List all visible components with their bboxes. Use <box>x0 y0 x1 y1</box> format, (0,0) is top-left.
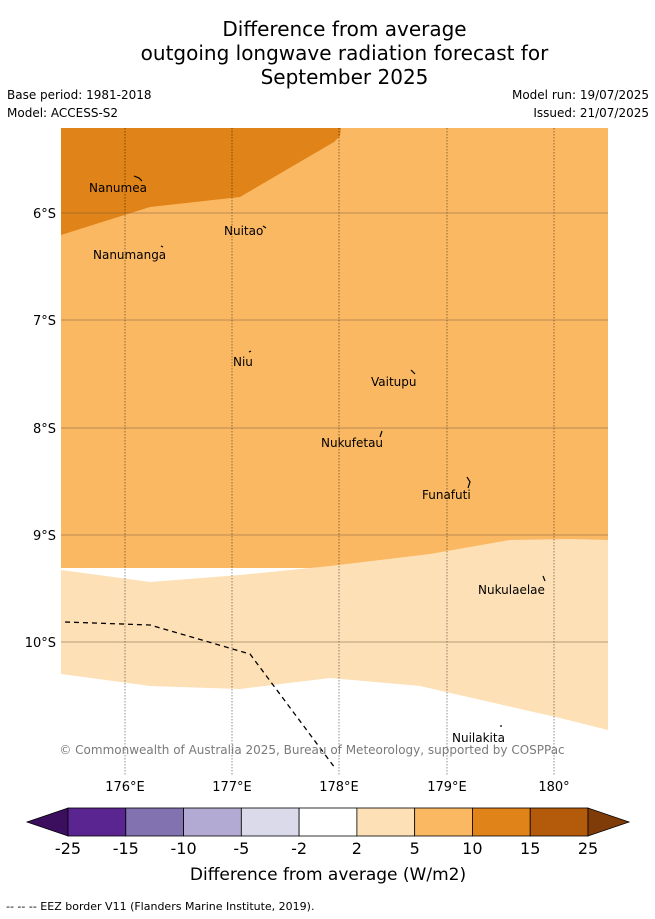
colorbar-segment <box>414 807 473 837</box>
title-line-3: September 2025 <box>260 65 429 89</box>
colorbar-tick-label: -5 <box>233 839 249 858</box>
colorbar-extension-high <box>587 807 631 837</box>
niu-island-shape <box>248 350 252 353</box>
copyright-text: © Commonwealth of Australia 2025, Bureau… <box>59 743 564 757</box>
colorbar-label: Difference from average (W/m2) <box>190 865 466 885</box>
nukufetau-island-shape <box>379 430 383 438</box>
colorbar-segment <box>529 807 589 837</box>
anomaly-region-10-15 <box>61 128 341 235</box>
model-run-text: Model run: 19/07/2025 <box>511 88 649 102</box>
island-outlines <box>133 175 546 727</box>
colorbar-tick-label: 15 <box>520 839 540 858</box>
map-title: Difference from average outgoing longwav… <box>0 17 655 89</box>
colorbar-segment <box>298 807 358 837</box>
funafuti-island-shape <box>466 476 471 489</box>
lat-label-6s: 6°S <box>33 207 56 222</box>
vaitupu-island-shape <box>410 369 416 375</box>
base-period-text: Base period: 1981-2018 <box>7 88 152 102</box>
colorbar-segment <box>240 807 300 837</box>
place-label-nanumea: Nanumea <box>89 181 147 195</box>
place-label-nuilakita: Nuilakita <box>452 731 505 745</box>
eez-border-line <box>64 621 336 769</box>
lon-label-176e: 176°E <box>105 780 145 795</box>
nukulaelae-island-shape <box>542 575 546 582</box>
colorbar-tick-label: 2 <box>352 839 362 858</box>
nuitao-island-shape <box>262 225 267 229</box>
lat-label-10s: 10°S <box>25 636 56 651</box>
colorbar-segment <box>125 807 184 837</box>
place-label-nukufetau: Nukufetau <box>321 436 383 450</box>
colorbar-segment <box>356 807 416 837</box>
colorbar-segment <box>67 807 127 837</box>
colorbar-tick-label: -2 <box>291 839 307 858</box>
model-text: Model: ACCESS-S2 <box>7 106 119 120</box>
title-line-2: outgoing longwave radiation forecast for <box>140 41 549 65</box>
place-label-funafuti: Funafuti <box>422 488 471 502</box>
colorbar-tick-label: 5 <box>410 839 420 858</box>
title-line-1: Difference from average <box>222 17 467 41</box>
colorbar-segment <box>183 807 242 837</box>
colorbar: -25 -15 -10 -5 -2 2 5 10 15 25 <box>25 807 631 858</box>
lon-label-178e: 178°E <box>319 780 359 795</box>
nanumanga-island-shape <box>160 245 164 248</box>
place-label-nuitao: Nuitao <box>224 224 263 238</box>
lon-label-179e: 179°E <box>427 780 467 795</box>
colorbar-tick-label: -25 <box>55 839 81 858</box>
lat-label-9s: 9°S <box>33 529 56 544</box>
colorbar-tick-label: -15 <box>113 839 139 858</box>
nanumea-island-shape <box>133 175 143 182</box>
place-label-vaitupu: Vaitupu <box>371 375 417 389</box>
place-label-nanumanga: Nanumanga <box>93 248 166 262</box>
lon-label-177e: 177°E <box>212 780 252 795</box>
anomaly-region-2-5 <box>61 539 608 730</box>
place-label-nukulaelae: Nukulaelae <box>478 583 545 597</box>
issued-text: Issued: 21/07/2025 <box>533 106 649 120</box>
lat-label-8s: 8°S <box>33 422 56 437</box>
lon-label-180: 180° <box>538 780 569 795</box>
place-label-niu: Niu <box>233 355 253 369</box>
colorbar-tick-label: -10 <box>170 839 196 858</box>
colorbar-tick-label: 25 <box>578 839 598 858</box>
colorbar-segment <box>472 807 531 837</box>
colorbar-extension-low <box>25 807 69 837</box>
lat-label-7s: 7°S <box>33 314 56 329</box>
colorbar-tick-label: 10 <box>462 839 482 858</box>
eez-legend-text: -- -- -- EEZ border V11 (Flanders Marine… <box>6 900 315 913</box>
latitude-gridlines <box>61 212 608 643</box>
